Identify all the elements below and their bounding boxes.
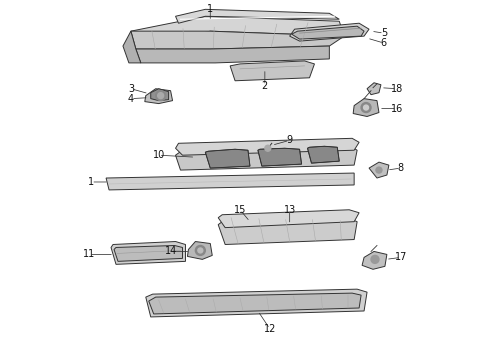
Polygon shape	[205, 149, 250, 168]
Polygon shape	[146, 289, 367, 317]
Polygon shape	[136, 46, 329, 63]
Circle shape	[156, 91, 166, 100]
Text: 1: 1	[207, 4, 213, 14]
Polygon shape	[218, 218, 357, 244]
Text: 15: 15	[234, 205, 246, 215]
Text: 3: 3	[128, 84, 134, 94]
Polygon shape	[230, 61, 315, 81]
Text: 2: 2	[262, 81, 268, 91]
Polygon shape	[367, 83, 381, 95]
Text: 14: 14	[165, 247, 177, 256]
Polygon shape	[290, 23, 369, 41]
Polygon shape	[111, 242, 185, 264]
Text: 18: 18	[391, 84, 403, 94]
Circle shape	[361, 103, 371, 113]
Polygon shape	[188, 242, 212, 260]
Polygon shape	[149, 293, 361, 314]
Polygon shape	[308, 146, 339, 163]
Polygon shape	[151, 89, 169, 100]
Polygon shape	[106, 173, 354, 190]
Polygon shape	[145, 89, 172, 104]
Text: 1: 1	[88, 177, 94, 187]
Polygon shape	[123, 31, 141, 63]
Text: 13: 13	[284, 205, 296, 215]
Circle shape	[158, 93, 164, 99]
Polygon shape	[218, 210, 359, 228]
Polygon shape	[175, 138, 359, 155]
Text: 9: 9	[287, 135, 293, 145]
Polygon shape	[175, 145, 357, 170]
Circle shape	[196, 246, 205, 255]
Text: 5: 5	[381, 28, 387, 38]
Polygon shape	[131, 16, 344, 49]
Text: 8: 8	[398, 163, 404, 173]
Polygon shape	[114, 246, 182, 261]
Circle shape	[265, 145, 271, 151]
Text: 6: 6	[381, 38, 387, 48]
Polygon shape	[369, 162, 389, 178]
Text: 16: 16	[391, 104, 403, 113]
Circle shape	[364, 105, 368, 110]
Polygon shape	[292, 26, 364, 39]
Text: 10: 10	[152, 150, 165, 160]
Polygon shape	[353, 99, 379, 117]
Polygon shape	[131, 31, 344, 49]
Polygon shape	[258, 148, 301, 166]
Text: 11: 11	[83, 249, 96, 260]
Polygon shape	[175, 9, 339, 23]
Polygon shape	[362, 251, 387, 269]
Text: 4: 4	[128, 94, 134, 104]
Circle shape	[371, 255, 379, 264]
Text: 17: 17	[394, 252, 407, 262]
Text: 12: 12	[264, 324, 276, 334]
Circle shape	[376, 167, 382, 173]
Circle shape	[198, 248, 203, 253]
